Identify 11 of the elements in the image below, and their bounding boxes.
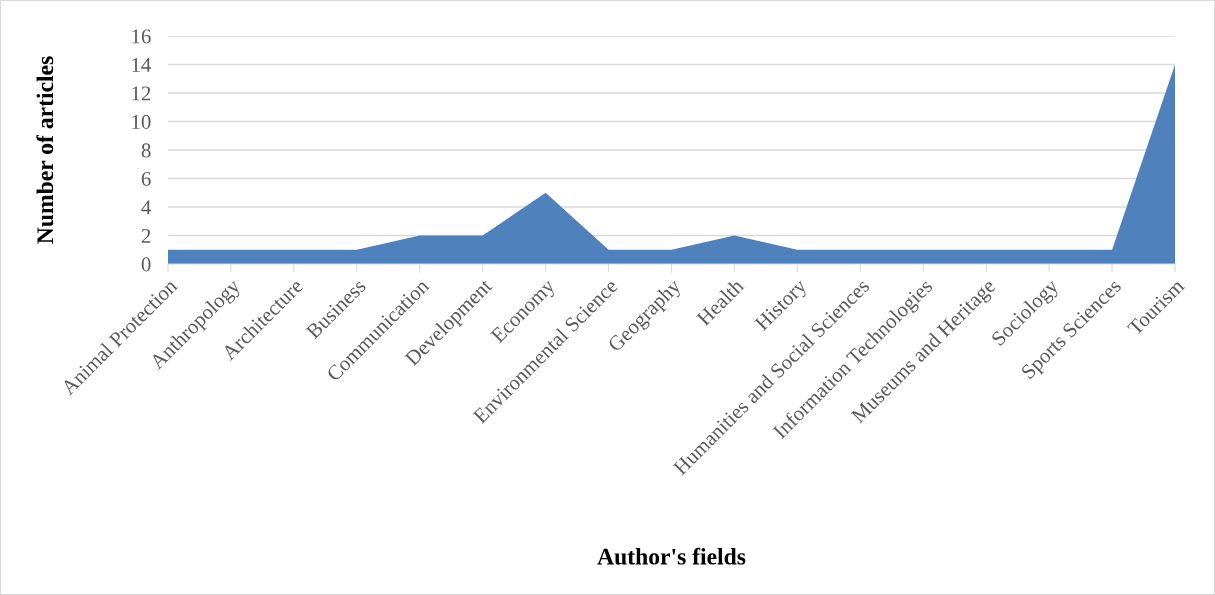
y-tick-label: 12	[132, 86, 151, 101]
y-tick-label: 16	[132, 29, 151, 44]
y-axis-title: Number of articles	[36, 56, 54, 244]
y-tick-label: 14	[132, 57, 152, 72]
y-tick-label: 2	[141, 228, 151, 243]
y-tick-label: 8	[141, 143, 151, 158]
y-tick-label: 0	[141, 257, 151, 272]
y-tick-label: 6	[141, 171, 151, 186]
y-tick-label: 10	[132, 114, 151, 129]
x-axis-title: Author's fields	[597, 547, 746, 565]
y-tick-label: 4	[141, 200, 152, 215]
